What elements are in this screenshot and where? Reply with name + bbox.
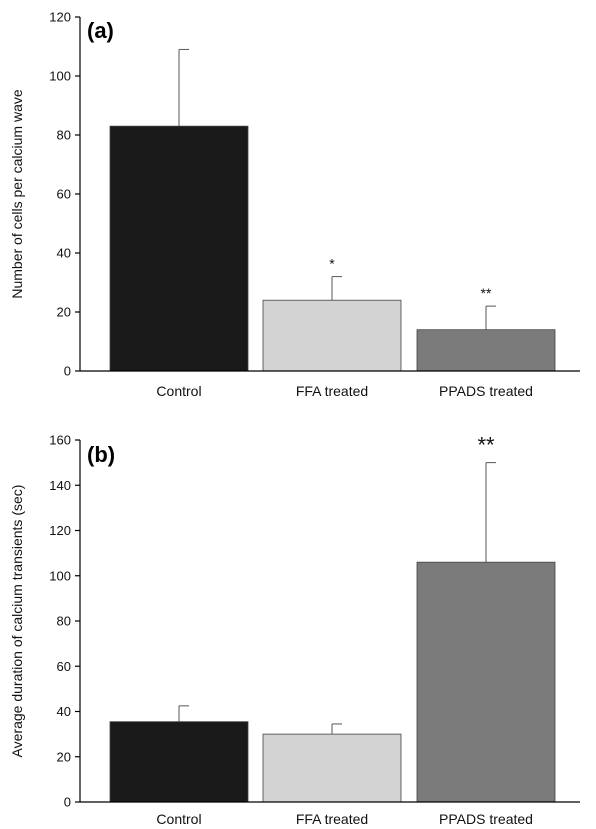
panel-a-category-label-0: Control — [156, 383, 201, 399]
panel-b-bar-0 — [109, 721, 249, 803]
panel-a-ytick-label-4: 80 — [57, 128, 71, 143]
panel-a-y-axis-label: Number of cells per calcium wave — [9, 89, 25, 299]
panel-a-ytick-label-6: 120 — [49, 10, 71, 25]
panel-a-bar-2 — [416, 329, 556, 372]
panel-b-ytick-label-0: 0 — [64, 795, 71, 810]
panel-a-significance-1: * — [329, 256, 335, 272]
panel-b-ytick-label-2: 40 — [57, 704, 71, 719]
panel-b-bar-2 — [416, 561, 556, 803]
panel-a-category-label-2: PPADS treated — [439, 383, 533, 399]
panel-b-ytick-label-3: 60 — [57, 659, 71, 674]
panel-b-ytick-label-8: 160 — [49, 433, 71, 448]
panel-a-ytick-label-2: 40 — [57, 246, 71, 261]
panel-a-chart: Control * FFA treated ** PPADS treated 0 20 40 6… — [9, 10, 580, 399]
panel-b-ytick-label-1: 20 — [57, 749, 71, 764]
panel-a-ytick-label-0: 0 — [64, 364, 71, 379]
panel-a-ytick-label-5: 100 — [49, 69, 71, 84]
panel-b-y-axis-label: Average duration of calcium transients (… — [9, 485, 25, 758]
panel-b-ytick-label-6: 120 — [49, 523, 71, 538]
panel-a-ytick-label-3: 60 — [57, 187, 71, 202]
panel-a-panel-label: (a) — [87, 18, 114, 43]
panel-b-significance-2: ** — [477, 433, 495, 458]
panel-a-significance-2: ** — [481, 285, 492, 301]
panel-a-bar-1 — [262, 299, 402, 372]
panel-b-ytick-label-4: 80 — [57, 614, 71, 629]
panel-b-category-label-1: FFA treated — [296, 811, 368, 827]
panel-b-category-label-2: PPADS treated — [439, 811, 533, 827]
panel-a-bar-0 — [109, 125, 249, 372]
panel-b-panel-label: (b) — [87, 442, 115, 467]
panel-a-category-label-1: FFA treated — [296, 383, 368, 399]
panel-b-ytick-label-7: 140 — [49, 478, 71, 493]
panel-a-ytick-label-1: 20 — [57, 305, 71, 320]
panel-b-ytick-label-5: 100 — [49, 568, 71, 583]
panel-b-category-label-0: Control — [156, 811, 201, 827]
panel-b-chart: Control FFA treated ** PPADS treated 0 20 40 60… — [9, 433, 580, 827]
panel-b-bar-1 — [262, 733, 402, 803]
